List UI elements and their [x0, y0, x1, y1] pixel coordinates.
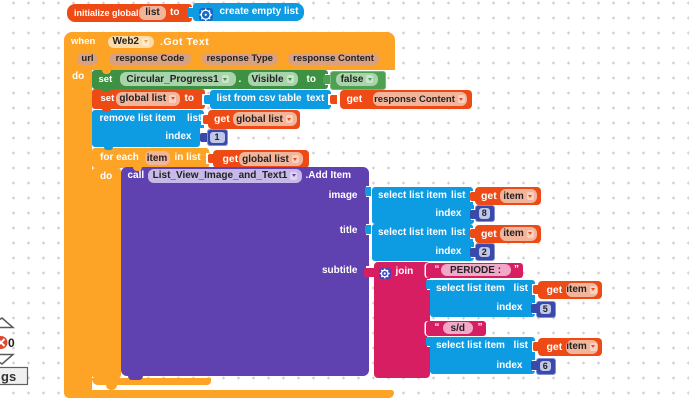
svg-text:gs: gs — [1, 369, 16, 384]
svg-text:0: 0 — [8, 336, 15, 350]
